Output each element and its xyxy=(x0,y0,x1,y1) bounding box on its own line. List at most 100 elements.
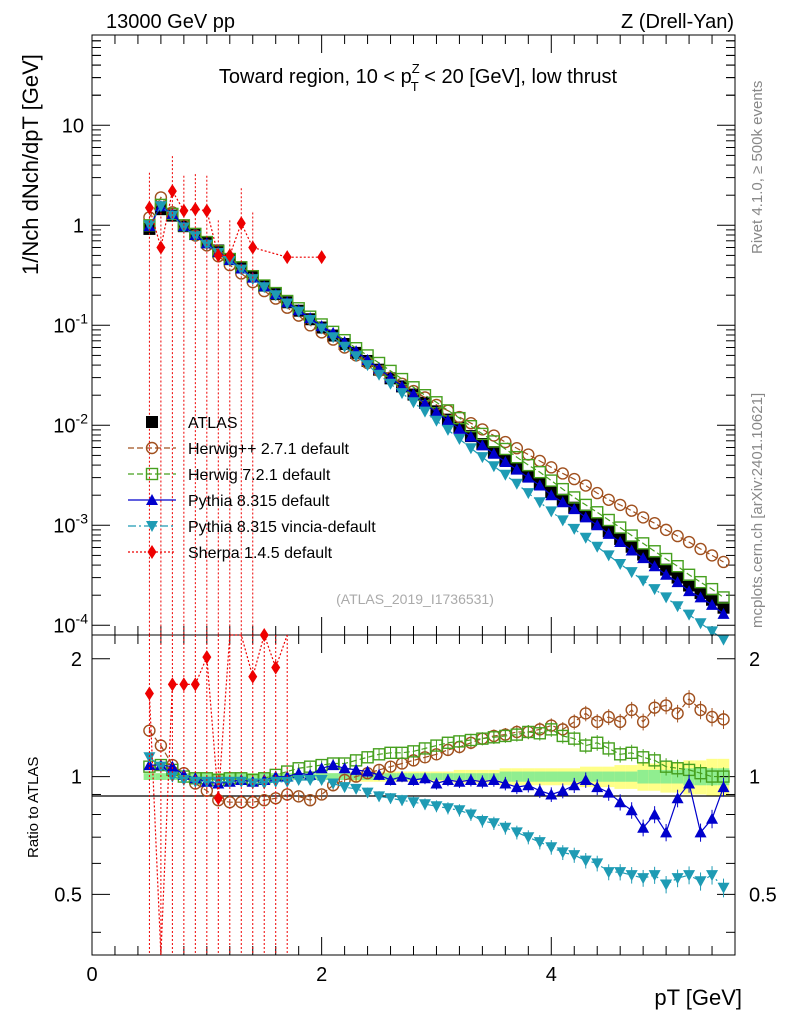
marker-vincia xyxy=(706,626,719,638)
ratio-marker-vincia xyxy=(430,801,443,813)
band-inner xyxy=(660,769,672,784)
marker-herwig7 xyxy=(556,482,569,496)
marker-herwig7 xyxy=(499,442,512,456)
marker-pythia xyxy=(522,471,535,483)
ratio-marker-vincia xyxy=(223,776,236,788)
band-inner xyxy=(430,773,443,780)
legend-label-vincia: Pythia 8.315 vincia-default xyxy=(188,519,376,536)
ratio-marker-sherpa xyxy=(202,650,212,665)
series-line-sherpa xyxy=(148,189,322,258)
x-tick-label: 4 xyxy=(546,964,557,986)
main-panel: 10-4 10-3 10-2 10-1 1 10 Toward region, 10 < … xyxy=(18,34,736,646)
x-axis-title: pT [GeV] xyxy=(654,985,742,1010)
legend-label-pythia: Pythia 8.315 default xyxy=(188,493,330,510)
ratio-marker-pythia xyxy=(327,759,340,771)
legend: ATLAS Herwig++ 2.7.1 default Herwig 7.2.1 … xyxy=(128,415,376,562)
ratio-series-vincia xyxy=(143,752,730,898)
marker-pythia xyxy=(625,544,638,556)
ratio-marker-herwigpp xyxy=(384,760,397,773)
ratio-marker-herwigpp xyxy=(303,794,317,807)
marker-vincia xyxy=(568,523,581,535)
ratio-marker-vincia xyxy=(327,778,340,790)
marker-vincia xyxy=(407,397,420,409)
ratio-marker-pythia xyxy=(533,784,546,796)
marker-pythia xyxy=(660,568,673,580)
ratio-marker-herwigpp xyxy=(648,701,661,714)
ratio-marker-vincia xyxy=(166,771,179,783)
marker-sherpa xyxy=(213,248,223,263)
marker-herwigpp xyxy=(682,535,696,549)
marker-vincia xyxy=(694,618,707,630)
ratio-marker-herwigpp xyxy=(613,715,627,729)
ratio-marker-vincia xyxy=(510,827,523,839)
ratio-marker-herwigpp xyxy=(568,715,581,729)
band-inner xyxy=(637,769,649,784)
marker-herwig7 xyxy=(625,529,638,542)
marker-sherpa xyxy=(156,240,166,255)
marker-vincia xyxy=(338,341,351,353)
ratio-marker-vincia xyxy=(235,776,248,788)
marker-vincia xyxy=(671,601,684,613)
ratio-marker-vincia xyxy=(671,873,684,885)
ratio-marker-sherpa xyxy=(259,628,269,642)
marker-vincia xyxy=(637,575,650,587)
marker-sherpa xyxy=(225,248,235,263)
band-inner xyxy=(602,771,615,782)
main-ticks xyxy=(91,34,735,635)
ratio-marker-vincia xyxy=(315,774,328,786)
ratio-marker-vincia xyxy=(407,797,420,809)
ratio-marker-vincia xyxy=(683,870,696,882)
marker-herwig7 xyxy=(636,537,650,550)
marker-pythia xyxy=(637,552,650,564)
ratio-marker-vincia xyxy=(545,842,558,854)
marker-vincia xyxy=(625,567,638,579)
marker-vincia xyxy=(522,488,535,500)
legend-marker-sherpa xyxy=(147,545,157,559)
ratio-marker-pythia xyxy=(407,773,420,785)
marker-vincia xyxy=(648,584,661,596)
marker-herwig7 xyxy=(522,458,535,472)
ratio-marker-pythia xyxy=(545,788,558,800)
legend-marker-herwigpp xyxy=(145,441,159,455)
marker-vincia xyxy=(533,497,546,509)
ratio-marker-vincia xyxy=(304,774,317,786)
marker-vincia xyxy=(361,360,374,372)
rivet-label: Rivet 4.1.0, ≥ 500k events xyxy=(749,81,766,254)
marker-vincia xyxy=(350,351,363,363)
marker-herwigpp xyxy=(636,511,650,524)
ratio-marker-vincia xyxy=(350,783,363,795)
y-tick-label-right: 2 xyxy=(749,649,760,671)
marker-herwig7 xyxy=(694,575,707,589)
ratio-marker-vincia xyxy=(212,776,225,788)
marker-pythia xyxy=(579,511,592,523)
y-tick-label-right: 0.5 xyxy=(749,884,777,906)
ratio-marker-pythia xyxy=(499,777,512,789)
marker-herwigpp xyxy=(625,504,638,517)
marker-sherpa xyxy=(167,184,177,199)
marker-herwigpp xyxy=(705,549,719,562)
y-tick-label-right: 1 xyxy=(749,767,760,789)
marker-vincia xyxy=(269,290,282,302)
marker-pythia xyxy=(464,430,477,442)
ratio-marker-pythia xyxy=(637,821,650,833)
ratio-marker-vincia xyxy=(487,818,500,830)
marker-pythia xyxy=(591,519,604,531)
marker-herwig7 xyxy=(510,450,524,464)
legend-marker-atlas xyxy=(146,416,158,428)
marker-pythia xyxy=(568,503,581,515)
ratio-marker-vincia xyxy=(602,867,615,879)
ratio-marker-herwigpp xyxy=(694,703,707,717)
ratio-marker-pythia xyxy=(706,812,719,824)
header-left: 13000 GeV pp xyxy=(106,11,235,33)
marker-vincia xyxy=(154,201,167,213)
ratio-marker-vincia xyxy=(281,776,294,788)
ratio-marker-vincia xyxy=(625,870,638,882)
marker-herwigpp xyxy=(522,448,535,461)
marker-vincia xyxy=(281,298,294,310)
ratio-marker-vincia xyxy=(556,847,569,859)
ratio-marker-vincia xyxy=(269,776,282,788)
marker-sherpa xyxy=(202,203,212,218)
ratio-marker-vincia xyxy=(200,776,213,788)
ratio-marker-vincia xyxy=(396,795,409,807)
ratio-marker-pythia xyxy=(430,777,443,789)
